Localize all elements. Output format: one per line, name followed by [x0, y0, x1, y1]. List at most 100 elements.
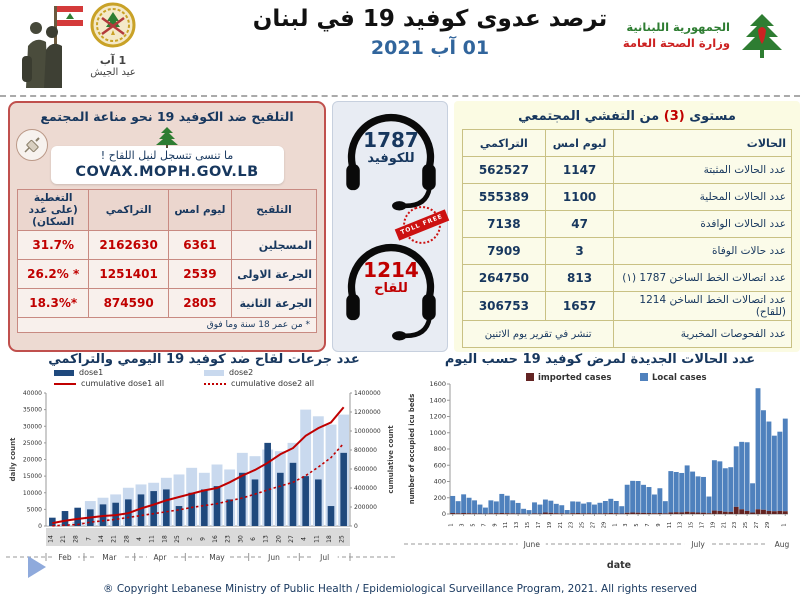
cases-title-level: (3): [663, 109, 685, 124]
svg-text:Mar: Mar: [102, 553, 117, 562]
svg-text:Apr: Apr: [154, 553, 168, 562]
cases-table-header: الحالات ليوم امس التراكمي: [462, 129, 792, 157]
cases-row-yesterday: 47: [544, 210, 615, 238]
svg-text:3: 3: [623, 523, 629, 526]
svg-text:20: 20: [275, 535, 282, 543]
vax-header-cumulative: التراكمي: [88, 189, 169, 231]
svg-text:10000: 10000: [23, 490, 42, 497]
svg-text:18: 18: [326, 535, 333, 543]
summary-panels: التلقيح ضد الكوفيد 19 نحو مناعة المجتمع …: [8, 101, 800, 352]
vaccination-table: التلقيح ليوم امس التراكمي التغطية (على ع…: [16, 189, 318, 318]
svg-text:0: 0: [38, 523, 42, 530]
svg-text:14: 14: [47, 535, 54, 543]
svg-text:cumulative count: cumulative count: [387, 425, 395, 494]
cases-row-note: تنشر في تقرير يوم الاثنين: [461, 320, 615, 348]
svg-text:19: 19: [710, 522, 716, 528]
cedar-icon: [156, 127, 178, 148]
vaccination-panel: التلقيح ضد الكوفيد 19 نحو مناعة المجتمع …: [8, 101, 326, 352]
dose2-swatch: [204, 369, 224, 376]
hotline-vaccine: 1214 للقاح: [339, 238, 443, 342]
svg-text:13: 13: [263, 535, 270, 543]
legend-dose1: dose1: [54, 368, 204, 377]
army-day-label: عيد الجيش: [90, 67, 136, 78]
cases-header-label: الحالات: [613, 129, 792, 157]
moph-logo-block: الجمهورية اللبنانية وزارة الصحة العامة: [623, 10, 788, 62]
moph-cedar-icon: [742, 14, 782, 58]
svg-text:0: 0: [354, 523, 358, 530]
svg-text:25000: 25000: [23, 440, 42, 447]
svg-text:16: 16: [212, 535, 219, 543]
svg-text:11: 11: [149, 535, 156, 543]
cases-row-label: عدد الحالات المحلية: [613, 183, 792, 211]
svg-text:5000: 5000: [27, 506, 42, 513]
svg-text:15: 15: [689, 522, 695, 528]
svg-text:14: 14: [98, 535, 105, 543]
vax-row-label: المسجلين: [230, 230, 318, 260]
svg-text:5: 5: [471, 523, 477, 526]
cases-row-label: عدد الفحوصات المخبرية: [613, 320, 792, 348]
svg-text:imported cases: imported cases: [538, 373, 611, 383]
vax-row-yesterday: 2539: [167, 259, 232, 289]
svg-text:21: 21: [721, 522, 727, 528]
svg-text:800000: 800000: [354, 447, 377, 454]
vax-row-cumulative: 1251401: [88, 259, 169, 289]
cases-row-yesterday: 3: [544, 237, 615, 265]
table-row: عدد الفحوصات المخبرية تنشر في تقرير يوم …: [461, 320, 792, 348]
svg-text:23: 23: [732, 522, 738, 528]
hotline-vaccine-label: للقاح: [374, 281, 408, 296]
svg-text:27: 27: [288, 535, 295, 543]
cases-row-yesterday: 1147: [544, 156, 615, 184]
hotline-vaccine-number: 1214: [363, 258, 419, 282]
svg-text:200000: 200000: [354, 504, 377, 511]
table-row: عدد الحالات المحلية 1100 555389: [462, 183, 792, 211]
svg-text:21: 21: [111, 535, 118, 543]
covax-reminder-text: ما تنسى تتسجل لنيل اللقاح !: [100, 149, 234, 162]
cases-row-cumulative: 264750: [462, 264, 546, 292]
moph-text: الجمهورية اللبنانية وزارة الصحة العامة: [623, 20, 730, 51]
svg-text:27: 27: [754, 522, 760, 528]
svg-text:June: June: [523, 540, 541, 549]
table-row: المسجلين 6361 2162630 31.7%: [16, 230, 318, 260]
cases-title-part1: مستوى: [684, 109, 736, 124]
vaccination-footnote: * من عمر 18 سنة وما فوق: [17, 318, 317, 333]
hotline-covid-label: للكوفيد: [367, 151, 415, 166]
army-day-emblem: 1 آب عيد الجيش: [14, 2, 136, 90]
next-slide-button[interactable]: [28, 556, 46, 578]
svg-text:1600: 1600: [429, 380, 446, 388]
svg-text:7: 7: [85, 537, 92, 541]
moph-line2: وزارة الصحة العامة: [622, 36, 730, 50]
svg-text:daily count: daily count: [9, 437, 17, 481]
vaccine-chart-legend: dose1 dose2 cumulative dose1 all cumulat…: [54, 368, 354, 388]
legend-cumulative-dose1-label: cumulative dose1 all: [81, 379, 165, 388]
table-row: الجرعة الاولى 2539 1251401 * 26.2%: [16, 259, 318, 289]
covax-reminder-box[interactable]: ما تنسى تتسجل لنيل اللقاح ! COVAX.MOPH.G…: [50, 146, 284, 184]
svg-text:200: 200: [434, 494, 446, 502]
svg-text:25: 25: [339, 535, 346, 543]
svg-text:21: 21: [60, 535, 67, 543]
svg-text:11: 11: [503, 522, 509, 528]
svg-text:9: 9: [199, 537, 206, 541]
table-row: عدد الحالات الوافدة 47 7138: [462, 210, 792, 238]
cases-header-cumulative: التراكمي: [462, 129, 546, 157]
svg-text:1200: 1200: [429, 413, 446, 421]
svg-text:0: 0: [442, 510, 446, 518]
svg-text:1200000: 1200000: [354, 409, 381, 416]
svg-text:18: 18: [161, 535, 168, 543]
cases-row-label: عدد الحالات الوافدة: [613, 210, 792, 238]
legend-cumulative-dose2: cumulative dose2 all: [204, 379, 354, 388]
vaccine-syringe-icon: [16, 129, 48, 161]
cases-row-yesterday: 1657: [544, 291, 615, 321]
cases-row-label: عدد اتصالات الخط الساخن 1787 (١): [613, 264, 792, 292]
svg-text:11: 11: [667, 522, 673, 528]
hotline-covid-number: 1787: [363, 128, 419, 152]
svg-text:1: 1: [781, 523, 787, 526]
vaccination-table-header: التلقيح ليوم امس التراكمي التغطية (على ع…: [16, 189, 318, 231]
svg-text:21: 21: [558, 522, 564, 528]
dose1-swatch: [54, 369, 74, 376]
svg-text:9: 9: [492, 523, 498, 526]
covax-url[interactable]: COVAX.MOPH.GOV.LB: [75, 164, 259, 180]
vax-row-cumulative: 874590: [88, 288, 169, 318]
svg-text:number of occupied icu beds: number of occupied icu beds: [408, 394, 416, 505]
cases-row-cumulative: 555389: [462, 183, 546, 211]
